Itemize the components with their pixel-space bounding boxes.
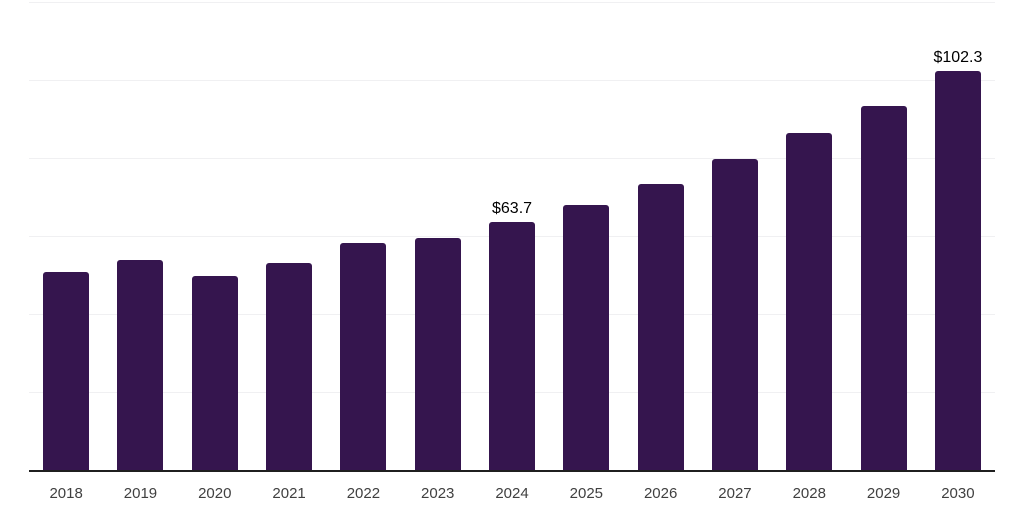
bar-series: $63.7 $102.3: [29, 2, 995, 470]
bar-2021: [266, 262, 313, 470]
x-axis-label-2018: 2018: [49, 485, 83, 502]
bar-2024: [489, 221, 536, 470]
bar-column-2020: [178, 2, 252, 470]
bar-column-2029: [846, 2, 920, 470]
x-axis-label-2025: 2025: [569, 485, 604, 502]
bar-2022: [340, 242, 387, 470]
x-axis-label-2020: 2020: [198, 485, 232, 502]
x-axis-label-2026: 2026: [643, 485, 678, 502]
x-axis-label-2019: 2019: [123, 485, 158, 502]
bar-2020: [191, 275, 238, 470]
data-label-2024: $63.7: [492, 199, 533, 217]
bar-2018: [43, 271, 90, 470]
x-axis-labels: 2018 2019 2020 2021 2022 2023 2024 2025 2026 2027…: [29, 485, 995, 502]
x-axis-label-2030: 2030: [941, 485, 975, 502]
gridline-80: [29, 158, 995, 159]
x-axis-label-2023: 2023: [421, 485, 455, 502]
data-label-2030: $102.3: [933, 49, 983, 67]
bar-2028: [786, 133, 833, 470]
bar-column-2027: [698, 2, 772, 470]
x-axis-label-2029: 2029: [866, 485, 901, 502]
bar-column-2025: [549, 2, 623, 470]
x-axis-label-2024: 2024: [495, 485, 529, 502]
bar-column-2023: [401, 2, 475, 470]
x-axis-label-2028: 2028: [792, 485, 826, 502]
x-axis-label-2022: 2022: [346, 485, 381, 502]
bar-column-2030: $102.3: [921, 2, 995, 470]
x-axis-label-2027: 2027: [718, 485, 752, 502]
bar-2027: [711, 159, 758, 470]
bar-column-2024: $63.7: [475, 2, 549, 470]
plot-area: $63.7 $102.3: [29, 2, 995, 472]
bar-2030: [934, 71, 981, 470]
bar-column-2021: [252, 2, 326, 470]
x-axis-line: [29, 470, 995, 472]
bar-column-2019: [103, 2, 177, 470]
bar-2026: [637, 183, 684, 470]
gridline-100: [29, 80, 995, 81]
bar-column-2018: [29, 2, 103, 470]
gridline-120: [29, 2, 995, 3]
bar-2023: [414, 238, 461, 470]
bar-2019: [117, 260, 164, 470]
bar-2025: [563, 205, 610, 470]
bar-column-2028: [772, 2, 846, 470]
bar-column-2022: [326, 2, 400, 470]
bar-column-2026: [624, 2, 698, 470]
x-axis-label-2021: 2021: [272, 485, 306, 502]
bar-2029: [860, 105, 907, 470]
